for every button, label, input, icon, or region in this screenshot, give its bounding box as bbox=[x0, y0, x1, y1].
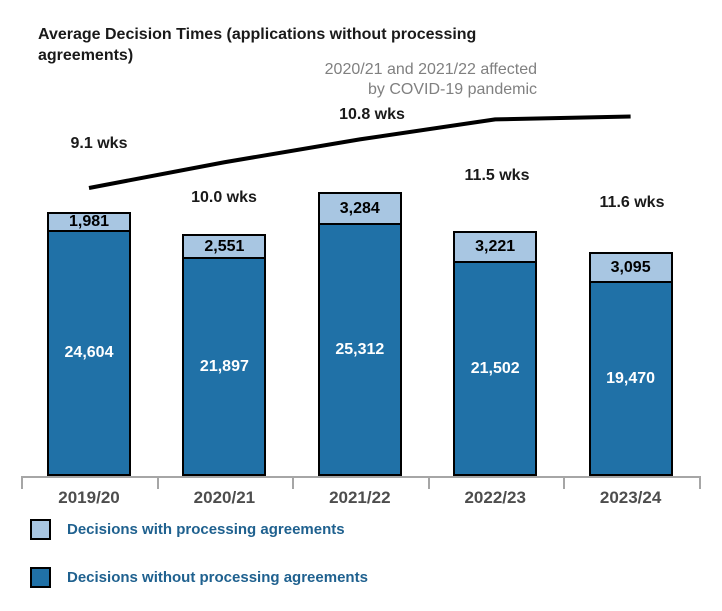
legend-label: Decisions without processing agreements bbox=[67, 569, 368, 586]
covid-annotation: 2020/21 and 2021/22 affected by COVID-19… bbox=[217, 60, 537, 100]
legend-swatch bbox=[30, 567, 51, 588]
bar-value-label: 1,981 bbox=[68, 213, 110, 230]
x-axis-label: 2019/20 bbox=[58, 488, 120, 507]
bar-segment-with-agreements: 2,551 bbox=[182, 234, 267, 259]
bar-segment-without-agreements: 24,604 bbox=[47, 232, 131, 476]
bar-value-label: 2,551 bbox=[204, 237, 245, 255]
bar-value-label: 3,095 bbox=[610, 258, 651, 276]
trend-point-label: 9.1 wks bbox=[70, 135, 128, 152]
trend-line-path bbox=[88, 114, 631, 190]
trend-point-label: 10.0 wks bbox=[191, 189, 257, 206]
bar-value-label: 3,284 bbox=[339, 199, 380, 217]
bar-segment-with-agreements: 1,981 bbox=[47, 212, 131, 232]
bar-segment-with-agreements: 3,284 bbox=[317, 192, 402, 225]
bar-segment-without-agreements: 25,312 bbox=[317, 225, 402, 476]
axis-tick bbox=[427, 476, 430, 489]
bar-segment-with-agreements: 3,221 bbox=[453, 231, 538, 263]
chart-title: Average Decision Times (applications wit… bbox=[38, 26, 477, 65]
trend-point-label: 11.6 wks bbox=[599, 194, 665, 211]
axis-tick bbox=[292, 476, 294, 489]
bar-segment-without-agreements: 21,897 bbox=[182, 259, 267, 476]
x-axis-label: 2022/23 bbox=[464, 488, 526, 507]
covid-annotation-line1: 2020/21 and 2021/22 affected bbox=[324, 61, 537, 78]
bar-value-label: 3,221 bbox=[475, 238, 516, 255]
covid-annotation-line2: by COVID-19 pandemic bbox=[368, 81, 537, 98]
bar-value-label: 19,470 bbox=[606, 369, 656, 387]
bar-segment-without-agreements: 21,502 bbox=[453, 263, 538, 476]
legend-item: Decisions with processing agreements bbox=[30, 519, 345, 540]
bar-segment-without-agreements: 19,470 bbox=[588, 283, 673, 476]
bar-value-label: 21,897 bbox=[199, 357, 249, 375]
legend-swatch bbox=[30, 519, 51, 540]
bar-value-label: 25,312 bbox=[335, 340, 385, 358]
bar-segment-with-agreements: 3,095 bbox=[588, 252, 673, 283]
axis-tick bbox=[156, 476, 159, 489]
legend-item: Decisions without processing agreements bbox=[30, 567, 368, 588]
bar-value-label: 21,502 bbox=[470, 359, 520, 377]
trend-point-label: 10.8 wks bbox=[339, 106, 405, 123]
x-axis-label: 2023/24 bbox=[599, 488, 662, 507]
legend-label: Decisions with processing agreements bbox=[67, 521, 345, 538]
trend-point-label: 11.5 wks bbox=[464, 167, 530, 184]
x-axis bbox=[21, 476, 699, 478]
axis-tick bbox=[21, 476, 23, 489]
bar-value-label: 24,604 bbox=[64, 344, 114, 361]
axis-tick bbox=[698, 476, 701, 489]
x-axis-label: 2020/21 bbox=[193, 488, 256, 507]
x-axis-label: 2021/22 bbox=[329, 488, 391, 507]
axis-tick bbox=[563, 476, 565, 489]
